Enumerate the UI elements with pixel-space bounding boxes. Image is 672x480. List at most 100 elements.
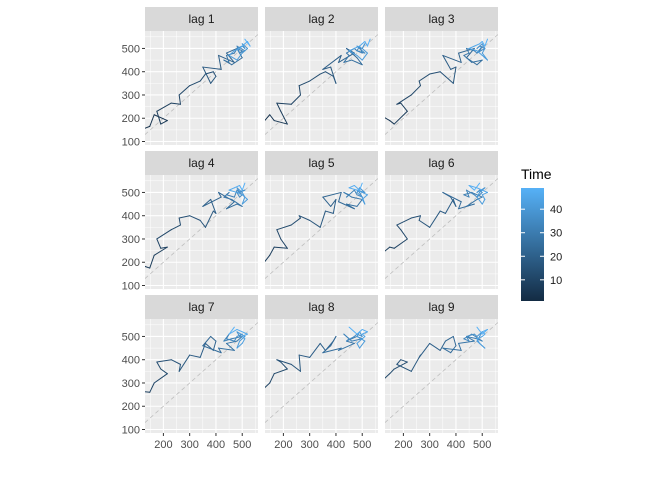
lag-segment bbox=[463, 338, 470, 342]
facet-lag-5: lag 5 bbox=[265, 151, 378, 289]
lag-segment bbox=[348, 184, 355, 189]
lag-segment bbox=[236, 342, 243, 349]
lag-segment bbox=[199, 219, 206, 228]
lag-segment bbox=[280, 110, 288, 125]
lag-segment bbox=[273, 120, 288, 125]
lag-segment bbox=[458, 342, 462, 351]
lag-segment bbox=[189, 80, 201, 87]
lag-segment bbox=[178, 217, 181, 226]
lag-segment bbox=[239, 189, 246, 193]
lag-segment bbox=[280, 361, 288, 370]
lag-segment bbox=[233, 189, 238, 198]
y-tick-label: 300 bbox=[122, 90, 140, 102]
lag-segment bbox=[353, 47, 358, 52]
lag-segment bbox=[468, 45, 475, 49]
lag-segment bbox=[156, 102, 172, 112]
lag-segment bbox=[322, 196, 332, 207]
lag-segment bbox=[345, 189, 355, 198]
y-tick-label: 400 bbox=[122, 67, 140, 79]
lag-segment bbox=[145, 265, 151, 269]
lag-segment bbox=[356, 198, 363, 207]
lag-segment bbox=[298, 85, 301, 96]
lag-segment bbox=[471, 333, 483, 342]
lag-segment bbox=[348, 50, 358, 56]
lag-segment bbox=[465, 335, 478, 340]
lag-segment bbox=[484, 38, 488, 47]
lag-segment bbox=[236, 340, 241, 349]
lag-segment bbox=[225, 54, 230, 63]
lag-segment bbox=[218, 54, 235, 63]
lag-segment bbox=[322, 347, 342, 354]
lag-segment bbox=[210, 75, 217, 84]
lag-segment bbox=[442, 54, 452, 70]
y-tick-label: 100 bbox=[122, 137, 140, 149]
lag-segment bbox=[356, 342, 361, 349]
y-tick-label: 100 bbox=[122, 425, 140, 437]
lag-segment bbox=[170, 224, 181, 231]
x-tick-label: 200 bbox=[394, 439, 412, 451]
lag-segment bbox=[241, 338, 246, 344]
lag-segment bbox=[156, 359, 172, 363]
lag-segment bbox=[189, 354, 201, 358]
lag-segment bbox=[385, 117, 391, 122]
lag-segment bbox=[290, 363, 301, 372]
lag-segment bbox=[202, 335, 212, 347]
lag-segment bbox=[473, 194, 478, 198]
lag-segment bbox=[356, 57, 363, 66]
lag-segment bbox=[361, 335, 366, 340]
lag-segment bbox=[231, 335, 243, 340]
lag-segment bbox=[450, 66, 457, 70]
lag-segment bbox=[276, 229, 282, 240]
lag-segment bbox=[149, 382, 155, 393]
lag-segment bbox=[452, 335, 457, 347]
lag-segment bbox=[145, 125, 151, 129]
lag-segment bbox=[361, 40, 366, 45]
lag-segment bbox=[225, 201, 235, 210]
lag-segment bbox=[233, 184, 241, 189]
lag-segment bbox=[338, 52, 355, 63]
lag-segment bbox=[345, 335, 355, 342]
facet-lag-3: lag 3 bbox=[385, 7, 498, 145]
lag-segment bbox=[338, 54, 342, 63]
lag-segment bbox=[473, 50, 478, 54]
lag-segment bbox=[241, 333, 248, 337]
lag-segment bbox=[476, 196, 483, 205]
lag-segment bbox=[418, 73, 431, 82]
lag-segment bbox=[330, 198, 337, 207]
lag-segment bbox=[463, 194, 470, 198]
lag-segment bbox=[439, 340, 446, 351]
legend-tick-label: 10 bbox=[550, 275, 562, 287]
lag-segment bbox=[429, 210, 441, 228]
lag-segment bbox=[309, 219, 321, 228]
lag-segment bbox=[348, 47, 355, 52]
lag-segment bbox=[479, 40, 483, 45]
lag-segment bbox=[356, 335, 366, 342]
y-tick-label: 200 bbox=[122, 257, 140, 269]
lag-segment bbox=[476, 59, 483, 66]
lag-segment bbox=[265, 114, 271, 122]
facet-strip-label: lag 1 bbox=[188, 12, 214, 26]
lag-path bbox=[145, 182, 248, 269]
lag-segment bbox=[231, 198, 243, 207]
lag-segment bbox=[439, 210, 446, 214]
lag-segment bbox=[156, 238, 162, 249]
lag-segment bbox=[236, 191, 243, 196]
lag-segment bbox=[239, 45, 243, 49]
lag-segment bbox=[481, 191, 488, 196]
lag-segment bbox=[366, 38, 371, 47]
x-tick-label: 300 bbox=[300, 439, 318, 451]
lag-path bbox=[145, 38, 251, 129]
facet-strip-label: lag 6 bbox=[428, 156, 454, 170]
lag-segment bbox=[361, 43, 366, 49]
lag-segment bbox=[442, 54, 462, 63]
lag-segment bbox=[332, 198, 337, 214]
lag-segment bbox=[444, 198, 454, 214]
facet-lag-4: lag 4 100 200 300 400 500 bbox=[122, 151, 258, 293]
lag-segment bbox=[343, 333, 350, 340]
lag-segment bbox=[241, 198, 248, 205]
lag-segment bbox=[156, 229, 172, 240]
facet-strip-label: lag 5 bbox=[308, 156, 334, 170]
lag-segment bbox=[465, 335, 470, 342]
lag-segment bbox=[465, 47, 475, 52]
lag-segment bbox=[199, 342, 206, 358]
